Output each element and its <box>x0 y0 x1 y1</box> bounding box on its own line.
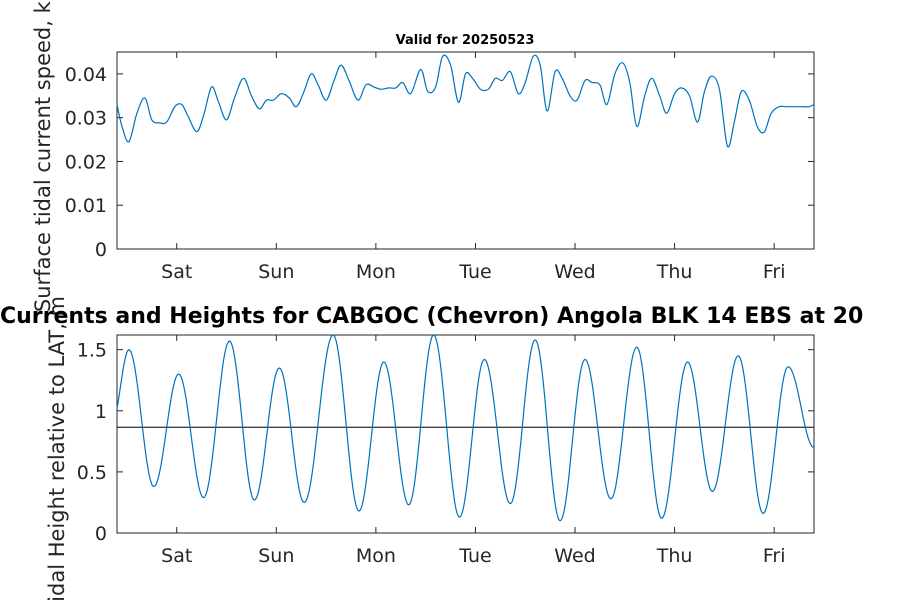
x-tick-label: Sun <box>258 261 294 283</box>
y-tick-label: 0.03 <box>65 108 107 130</box>
y-axis-label: Surface tidal current speed, kn <box>31 0 55 312</box>
tidal-height-chart: 0 0.5 1 1.5 Sat Sun Mon Tue Wed Thu Fri Tidal Hei… <box>0 296 863 600</box>
main-title: Currents and Heights for CABGOC (Chevron… <box>0 304 863 329</box>
x-tick-label: Wed <box>554 545 595 567</box>
y-tick-label: 0.01 <box>65 195 107 217</box>
current-speed-chart: Valid for 20250523 0 0.01 0.02 0.03 0.04 Sat… <box>31 0 815 312</box>
y-tick-label: 0.02 <box>65 151 107 173</box>
y-tick-label: 0 <box>95 239 107 261</box>
y-tick-label: 0 <box>95 523 107 545</box>
y-tick-label: 0.04 <box>65 64 107 86</box>
axes-box <box>116 51 815 250</box>
x-tick-label: Mon <box>356 545 396 567</box>
current-speed-series <box>116 54 815 148</box>
x-tick-label: Sun <box>258 545 294 567</box>
x-tick-label: Mon <box>356 261 396 283</box>
x-tick-label: Thu <box>656 545 693 567</box>
y-tick-label: 1.5 <box>77 340 107 362</box>
x-tick-label: Tue <box>458 261 491 283</box>
x-tick-label: Sat <box>161 545 192 567</box>
y-tick-label: 0.5 <box>77 462 107 484</box>
x-tick-label: Sat <box>161 261 192 283</box>
x-tick-label: Wed <box>554 261 595 283</box>
x-tick-label: Fri <box>763 261 786 283</box>
y-axis-label: Tidal Height relative to LAT, m <box>45 296 69 600</box>
axes-box <box>116 334 815 534</box>
x-tick-label: Fri <box>763 545 786 567</box>
tidal-height-series <box>116 334 815 522</box>
chart-title: Valid for 20250523 <box>396 33 535 48</box>
y-tick-label: 1 <box>95 401 107 423</box>
x-tick-label: Tue <box>458 545 491 567</box>
x-tick-label: Thu <box>656 261 693 283</box>
